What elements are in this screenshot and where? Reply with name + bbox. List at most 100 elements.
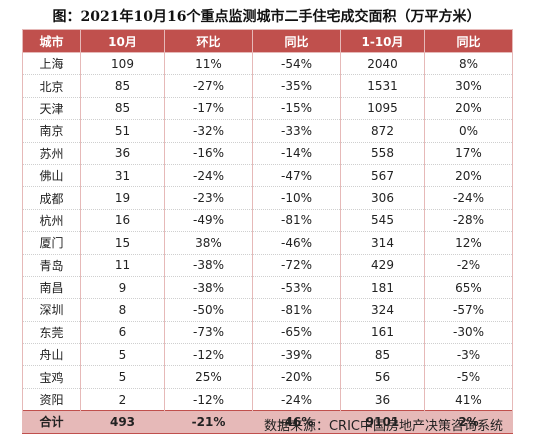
yoy-cell: -65%: [252, 321, 341, 345]
header-city: 城市: [22, 29, 81, 53]
header-october: 10月: [80, 29, 165, 53]
yoy-cell: -33%: [252, 119, 341, 143]
yoy-ytd-cell: 20%: [424, 97, 513, 121]
october-cell: 85: [80, 74, 165, 98]
mom-cell: 38%: [164, 231, 253, 255]
october-cell: 36: [80, 142, 165, 165]
yoy-cell: -53%: [252, 276, 341, 300]
jan-oct-cell: 181: [340, 276, 425, 300]
yoy-cell: -39%: [252, 343, 341, 367]
october-cell: 109: [80, 52, 165, 76]
table-row: 成都 19 -23% -10% 306 -24%: [22, 186, 513, 210]
table-row: 天津 85 -17% -15% 1095 20%: [22, 97, 513, 121]
table-body: 上海 109 11% -54% 2040 8% 北京 85 -27% -35% 1531 30% 天津 8…: [22, 52, 513, 434]
table-row: 苏州 36 -16% -14% 558 17%: [22, 142, 513, 165]
jan-oct-cell: 56: [340, 365, 425, 389]
yoy-ytd-cell: 0%: [424, 119, 513, 143]
table-row: 北京 85 -27% -35% 1531 30%: [22, 74, 513, 98]
jan-oct-cell: 872: [340, 119, 425, 143]
jan-oct-cell: 429: [340, 254, 425, 277]
total-mom-cell: -21%: [164, 410, 253, 434]
table-row: 东莞 6 -73% -65% 161 -30%: [22, 321, 513, 345]
mom-cell: -16%: [164, 142, 253, 165]
mom-cell: -50%: [164, 298, 253, 322]
yoy-ytd-cell: -5%: [424, 365, 513, 389]
table-row: 杭州 16 -49% -81% 545 -28%: [22, 209, 513, 233]
data-source-note: 数据来源：CRIC中国房地产决策咨询系统: [263, 419, 503, 434]
table-row: 上海 109 11% -54% 2040 8%: [22, 52, 513, 76]
october-cell: 31: [80, 164, 165, 188]
header-jan-oct: 1-10月: [340, 29, 425, 53]
october-cell: 11: [80, 254, 165, 277]
header-row: 城市 10月 环比 同比 1-10月 同比: [22, 29, 513, 53]
jan-oct-cell: 314: [340, 231, 425, 255]
yoy-ytd-cell: 20%: [424, 164, 513, 188]
yoy-cell: -47%: [252, 164, 341, 188]
yoy-ytd-cell: 41%: [424, 388, 513, 412]
header-yoy: 同比: [252, 29, 341, 53]
october-cell: 85: [80, 97, 165, 121]
city-cell: 东莞: [22, 321, 81, 345]
city-cell: 杭州: [22, 209, 81, 233]
table-row: 舟山 5 -12% -39% 85 -3%: [22, 343, 513, 367]
jan-oct-cell: 85: [340, 343, 425, 367]
jan-oct-cell: 1531: [340, 74, 425, 98]
yoy-ytd-cell: -28%: [424, 209, 513, 233]
october-cell: 9: [80, 276, 165, 300]
total-row: 合计 493 -21% -46% 9101 2%: [22, 410, 513, 434]
jan-oct-cell: 545: [340, 209, 425, 233]
mom-cell: -38%: [164, 276, 253, 300]
yoy-ytd-cell: 12%: [424, 231, 513, 255]
yoy-cell: -81%: [252, 298, 341, 322]
total-october-cell: 493: [80, 410, 165, 434]
total-yoy-cell: -46%: [252, 410, 341, 434]
jan-oct-cell: 161: [340, 321, 425, 345]
yoy-cell: -24%: [252, 388, 341, 412]
table-row: 青岛 11 -38% -72% 429 -2%: [22, 254, 513, 277]
table-row: 深圳 8 -50% -81% 324 -57%: [22, 298, 513, 322]
jan-oct-cell: 36: [340, 388, 425, 412]
yoy-ytd-cell: 8%: [424, 52, 513, 76]
yoy-cell: -20%: [252, 365, 341, 389]
mom-cell: -23%: [164, 186, 253, 210]
october-cell: 16: [80, 209, 165, 233]
data-table: 城市 10月 环比 同比 1-10月 同比 上海 109 11% -54% 2040 8%…: [22, 29, 513, 434]
yoy-cell: -35%: [252, 74, 341, 98]
yoy-ytd-cell: -24%: [424, 186, 513, 210]
yoy-cell: -81%: [252, 209, 341, 233]
jan-oct-cell: 1095: [340, 97, 425, 121]
yoy-cell: -10%: [252, 186, 341, 210]
mom-cell: -73%: [164, 321, 253, 345]
october-cell: 15: [80, 231, 165, 255]
header-mom: 环比: [164, 29, 253, 53]
yoy-ytd-cell: 65%: [424, 276, 513, 300]
total-yoy-ytd-cell: 2%: [424, 410, 513, 434]
table-title: 图：2021年10月16个重点监测城市二手住宅成交面积（万平方米）: [52, 9, 481, 25]
table-row: 佛山 31 -24% -47% 567 20%: [22, 164, 513, 188]
yoy-cell: -72%: [252, 254, 341, 277]
yoy-cell: -54%: [252, 52, 341, 76]
october-cell: 5: [80, 343, 165, 367]
city-cell: 苏州: [22, 142, 81, 165]
table-row: 资阳 2 -12% -24% 36 41%: [22, 388, 513, 412]
table-row: 宝鸡 5 25% -20% 56 -5%: [22, 365, 513, 389]
total-city-cell: 合计: [22, 410, 81, 434]
october-cell: 5: [80, 365, 165, 389]
jan-oct-cell: 306: [340, 186, 425, 210]
mom-cell: -17%: [164, 97, 253, 121]
jan-oct-cell: 2040: [340, 52, 425, 76]
october-cell: 51: [80, 119, 165, 143]
mom-cell: -27%: [164, 74, 253, 98]
october-cell: 2: [80, 388, 165, 412]
mom-cell: 25%: [164, 365, 253, 389]
table-row: 厦门 15 38% -46% 314 12%: [22, 231, 513, 255]
city-cell: 厦门: [22, 231, 81, 255]
yoy-cell: -46%: [252, 231, 341, 255]
yoy-ytd-cell: -2%: [424, 254, 513, 277]
yoy-ytd-cell: -3%: [424, 343, 513, 367]
mom-cell: -49%: [164, 209, 253, 233]
total-jan-oct-cell: 9101: [340, 410, 425, 434]
mom-cell: -24%: [164, 164, 253, 188]
mom-cell: -32%: [164, 119, 253, 143]
table-row: 南京 51 -32% -33% 872 0%: [22, 119, 513, 143]
